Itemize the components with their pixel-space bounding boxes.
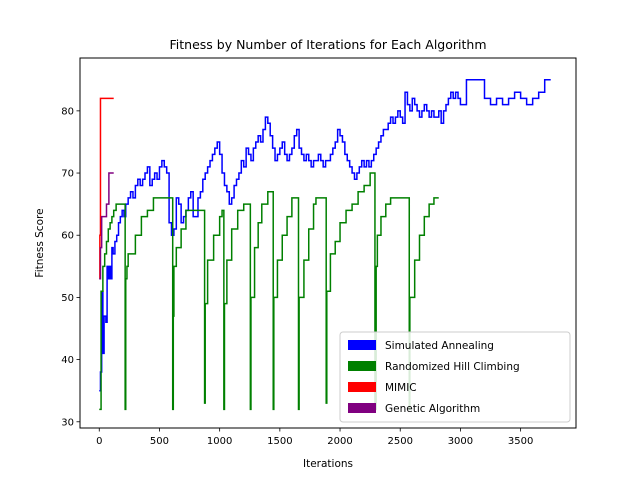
y-tick-label: 70 (61, 169, 74, 180)
x-tick-label: 0 (96, 436, 102, 447)
x-tick-label: 3000 (448, 436, 473, 447)
legend-swatch (348, 403, 376, 413)
chart-title: Fitness by Number of Iterations for Each… (170, 37, 487, 52)
series-line-simulated-annealing (99, 79, 551, 392)
legend-swatch (348, 340, 376, 350)
y-tick-label: 40 (61, 355, 74, 366)
legend: Simulated Annealing Randomized Hill Climb… (339, 331, 571, 423)
x-tick-label: 1000 (207, 436, 232, 447)
x-tick-label: 2000 (327, 436, 352, 447)
legend-frame (339, 331, 571, 423)
x-tick-label: 2500 (388, 436, 413, 447)
legend-entry-label: Randomized Hill Climbing (385, 361, 520, 373)
y-tick-label: 30 (61, 417, 74, 428)
x-tick-label: 3500 (508, 436, 533, 447)
series-line-randomized-hill-climbing (99, 172, 439, 411)
legend-swatch (348, 382, 376, 392)
legend-swatch (348, 361, 376, 371)
y-axis-label: Fitness Score (34, 208, 46, 277)
legend-entry-label: Simulated Annealing (385, 340, 494, 352)
x-tick-label: 1500 (267, 436, 292, 447)
x-tick-label: 500 (150, 436, 169, 447)
y-tick-label: 50 (61, 293, 74, 304)
plot-series-group (99, 79, 551, 411)
legend-entry-label: Genetic Algorithm (385, 403, 480, 415)
y-tick-label: 60 (61, 231, 74, 242)
x-axis-label: Iterations (303, 458, 353, 470)
plot-frame (79, 57, 577, 429)
axis-ticks: 0 500 1000 1500 2000 2500 3000 3500 30 40 50 60 70 80 (61, 106, 533, 447)
legend-entry-label: MIMIC (385, 382, 417, 394)
series-line-genetic-algorithm (99, 172, 114, 280)
y-tick-label: 80 (61, 106, 74, 117)
